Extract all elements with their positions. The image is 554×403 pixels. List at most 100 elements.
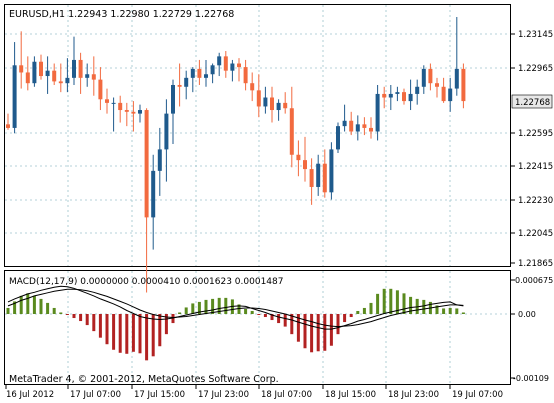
time-label: 17 Jul 15:00: [134, 390, 185, 400]
candle-body: [250, 83, 255, 91]
macd-histogram-bar: [164, 314, 168, 335]
candle-body: [164, 113, 169, 150]
macd-signal-line: [7, 288, 464, 328]
candle-body: [19, 65, 24, 73]
macd-histogram-bar: [389, 288, 393, 314]
candle-body: [421, 68, 426, 87]
macd-histogram-bar: [395, 290, 399, 314]
time-label: 19 Jul 07:00: [452, 390, 503, 400]
candle-body: [263, 97, 268, 107]
macd-histogram-bar: [6, 307, 10, 314]
price-tick-label: 1.23145: [518, 30, 553, 40]
macd-tick-label: -0.00109: [513, 374, 549, 383]
candle-body: [210, 65, 215, 75]
candle-body: [322, 163, 327, 193]
macd-main-line: [7, 285, 464, 330]
macd-histogram-bar: [79, 314, 83, 322]
macd-histogram-bar: [98, 314, 102, 338]
macd-histogram-bar: [422, 299, 426, 314]
candle-body: [52, 70, 57, 82]
time-label: 17 Jul 07:00: [70, 390, 121, 400]
current-price-badge-bg: [511, 94, 553, 109]
macd-label: MACD(12,17,9) 0.0000000 0.0000410 0.0001…: [9, 277, 283, 287]
macd-histogram-bar: [409, 296, 413, 314]
candle-body: [171, 84, 175, 114]
candle-body: [448, 88, 453, 102]
candle-body: [408, 93, 413, 102]
macd-histogram-bar: [52, 307, 56, 314]
candle-body: [362, 124, 367, 128]
macd-histogram-bar: [46, 302, 50, 314]
macd-histogram-bar: [376, 293, 380, 314]
price-tick-label: 1.22595: [518, 129, 553, 139]
candle-body: [72, 59, 76, 78]
macd-histogram-bar: [145, 314, 149, 361]
macd-histogram-bar: [171, 314, 175, 324]
candle-body: [375, 93, 380, 132]
current-price-label: 1.22768: [515, 98, 550, 108]
macd-histogram-bar: [296, 314, 300, 342]
grid: [5, 5, 510, 384]
macd-histogram-bar: [244, 308, 248, 314]
macd-histogram-bar: [204, 299, 208, 314]
macd-histogram-bar: [263, 314, 267, 318]
macd-histogram-bar: [191, 303, 195, 314]
macd-histogram-bar: [356, 310, 360, 314]
current-price-badge: 1.22768: [511, 94, 553, 109]
time-label: 18 Jul 23:00: [388, 390, 439, 400]
candle-body: [276, 102, 281, 111]
macd-histogram-bar: [402, 293, 406, 314]
macd-histogram-bar: [435, 305, 439, 314]
macd-histogram-bar: [85, 314, 89, 326]
candle-body: [65, 77, 70, 84]
macd-lines: [7, 285, 464, 330]
macd-histogram-bar: [39, 298, 43, 314]
price-tick-label: 1.22230: [518, 196, 553, 206]
chart-header: EURUSD,H1 1.22943 1.22980 1.22729 1.2276…: [9, 9, 234, 20]
candle-body: [118, 102, 123, 111]
candle-body: [382, 93, 387, 98]
candle-body: [243, 67, 248, 84]
candle-body: [131, 111, 136, 114]
macd-histogram-bar: [448, 307, 452, 314]
macd-histogram-bar: [211, 298, 215, 314]
candle-body: [355, 124, 360, 132]
candle-body: [197, 68, 202, 78]
time-label: 17 Jul 23:00: [198, 390, 249, 400]
candle-body: [336, 126, 340, 150]
price-tick-label: 1.21865: [518, 259, 553, 269]
macd-histogram-bar: [131, 314, 135, 352]
candle-body: [12, 65, 17, 128]
main-pane-frame: [4, 4, 511, 267]
macd-histogram-bar: [382, 288, 386, 314]
macd-histogram-bar: [237, 304, 241, 314]
candle-body: [217, 56, 222, 66]
candles: [6, 17, 466, 293]
candle-body: [289, 108, 294, 155]
candle-body: [415, 86, 420, 94]
price-axis: 1.23145 1.22965 1.22595 1.22415 1.22230 …: [511, 30, 553, 269]
macd-histogram-bar: [343, 314, 347, 323]
macd-histogram-bar: [461, 312, 465, 314]
macd-pane-frame: [4, 270, 511, 385]
macd-histogram-bar: [151, 314, 155, 357]
candle-body: [402, 92, 406, 102]
candle-body: [157, 149, 162, 171]
candle-body: [144, 110, 149, 218]
macd-histogram-bar: [32, 295, 36, 314]
candle-body: [85, 74, 90, 78]
macd-histogram-bar: [329, 314, 333, 346]
candle-body: [151, 170, 156, 218]
price-tick-label: 1.22415: [518, 162, 553, 172]
macd-histogram-bar: [290, 314, 294, 335]
macd-histogram-bar: [257, 314, 261, 316]
macd-histogram-bar: [178, 312, 182, 314]
candle-body: [45, 70, 50, 77]
macd-histogram-bar: [105, 314, 109, 345]
macd-histogram-bar: [112, 314, 116, 350]
macd-histogram-bar: [26, 293, 30, 314]
macd-histogram-bar: [250, 310, 254, 314]
